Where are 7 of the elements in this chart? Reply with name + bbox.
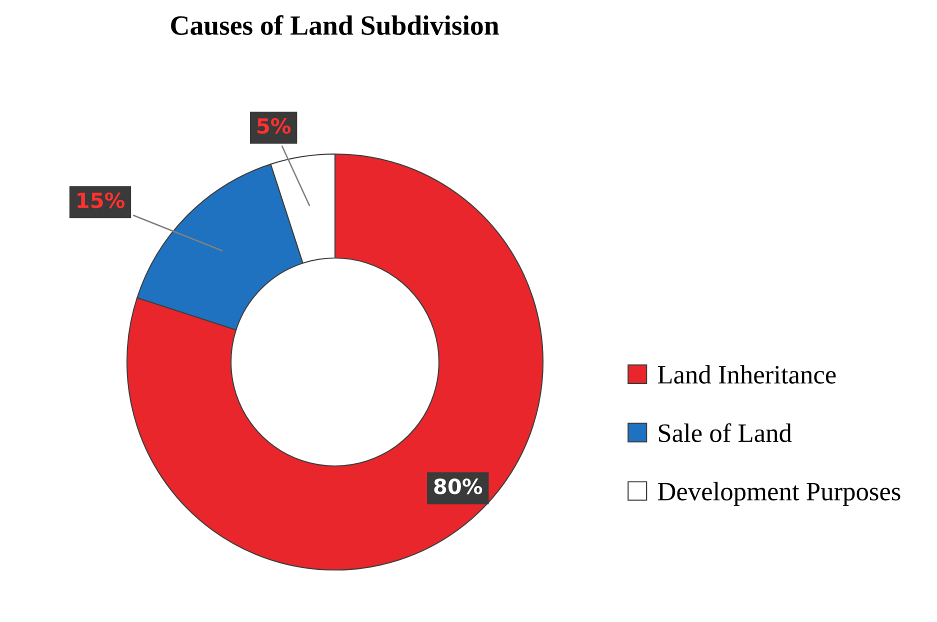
- chart-title: Causes of Land Subdivision: [171, 15, 499, 36]
- data-label: 15%: [78, 192, 125, 208]
- legend-label: Land Inheritance: [658, 365, 836, 384]
- legend-label: Sale of Land: [658, 423, 792, 442]
- data-label: 80%: [434, 478, 482, 494]
- legend-label: Development Purposes: [658, 482, 900, 506]
- data-label: 5%: [258, 118, 291, 134]
